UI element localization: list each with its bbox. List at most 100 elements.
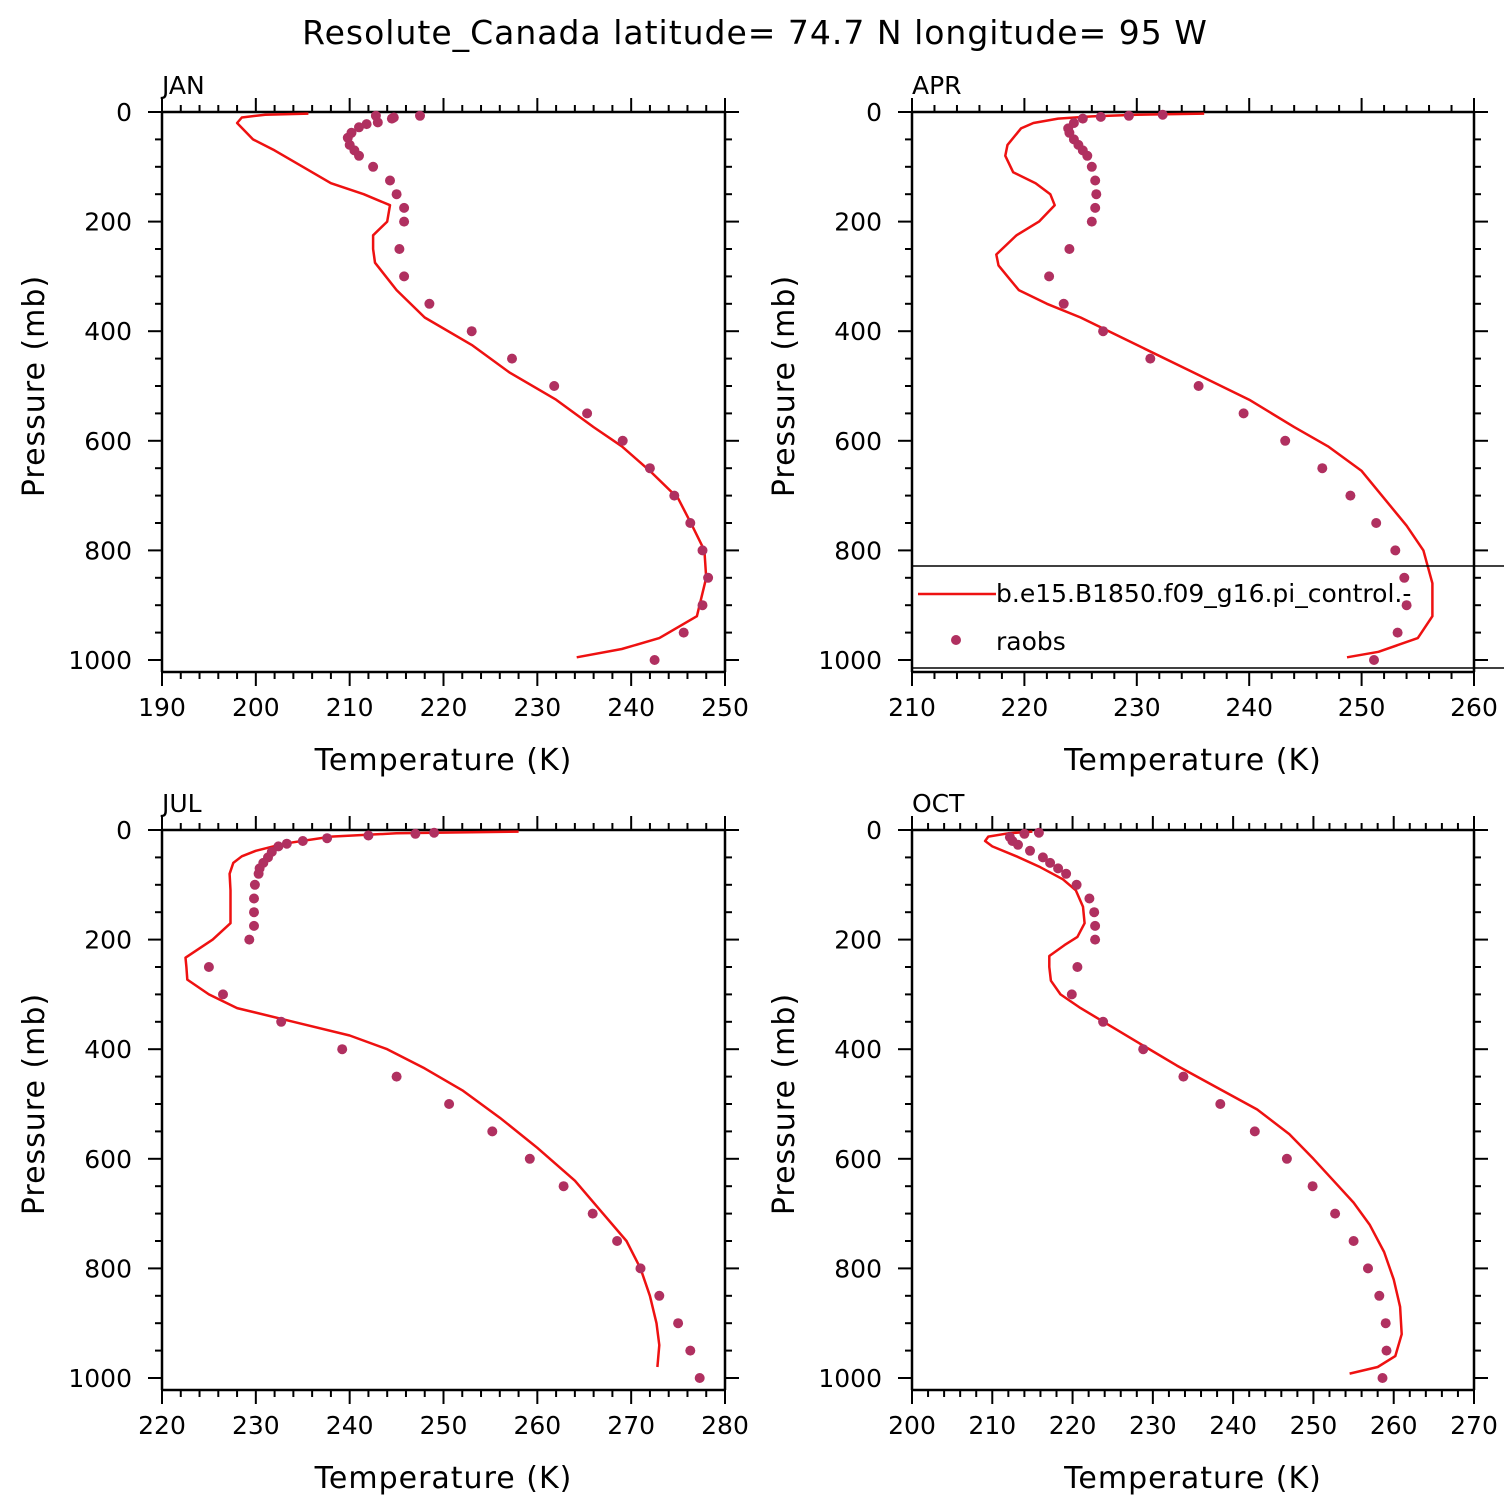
raobs-point	[703, 572, 714, 583]
raobs-point	[1082, 150, 1093, 161]
raobs-point	[385, 175, 395, 186]
raobs-point	[558, 1181, 569, 1192]
x-tick-label: 270	[1450, 1411, 1498, 1440]
legend-raobs-label: raobs	[996, 627, 1066, 656]
raobs-point	[424, 298, 435, 309]
raobs-point	[249, 907, 259, 918]
raobs-point	[549, 381, 560, 391]
x-axis-title: Temperature (K)	[314, 743, 573, 778]
raobs-point	[1053, 863, 1064, 874]
panels: JAN 190 200 210 220 230 240 250 0 200 400 600 800 100…	[17, 71, 1504, 1496]
raobs-point	[697, 545, 708, 556]
legend-dot-swatch	[951, 635, 961, 645]
y-tick-label: 0	[866, 816, 882, 845]
raobs-point	[1307, 1181, 1318, 1192]
raobs-point	[1363, 1263, 1373, 1274]
x-tick-label: 220	[420, 693, 468, 722]
y-tick-label: 400	[84, 317, 132, 346]
raobs-point	[1330, 1208, 1341, 1219]
x-tick-label: 260	[513, 1411, 561, 1440]
raobs-point	[1249, 1126, 1260, 1137]
raobs-point	[1157, 109, 1168, 120]
raobs-point	[368, 161, 379, 172]
y-tick-label: 200	[84, 208, 132, 237]
raobs-point	[507, 353, 517, 364]
model-profile-line	[235, 112, 708, 659]
raobs-point	[1178, 1071, 1189, 1082]
raobs-point	[644, 463, 655, 474]
x-tick-label: 210	[888, 693, 936, 722]
raobs-point	[399, 271, 410, 282]
raobs-point	[354, 122, 364, 133]
raobs-point	[363, 830, 374, 841]
y-tick-label: 0	[866, 98, 882, 127]
raobs-point	[669, 490, 680, 501]
raobs-point	[1090, 920, 1101, 931]
raobs-point	[218, 989, 228, 1000]
raobs-point	[1193, 381, 1204, 391]
y-tick-label: 200	[834, 926, 882, 955]
raobs-point	[1072, 962, 1083, 972]
y-tick-label: 600	[84, 1145, 132, 1174]
raobs-point	[1390, 545, 1401, 556]
raobs-point	[1077, 113, 1088, 124]
raobs-point	[1371, 518, 1382, 528]
raobs-point	[1138, 1044, 1149, 1055]
panel-label: JAN	[160, 71, 205, 100]
raobs-point	[1066, 989, 1077, 1000]
raobs-point	[1380, 1318, 1391, 1329]
panel-jan: JAN 190 200 210 220 230 240 250 0 200 400 600 800 100…	[17, 71, 749, 778]
raobs-point	[694, 1373, 705, 1383]
y-tick-label: 800	[834, 1254, 882, 1283]
raobs-point	[1215, 1099, 1226, 1109]
raobs-point	[1090, 202, 1101, 213]
raobs-point	[297, 836, 308, 846]
raobs-point	[1145, 353, 1156, 364]
raobs-point	[429, 827, 440, 838]
raobs-point	[617, 435, 628, 446]
x-tick-label: 200	[888, 1411, 936, 1440]
y-tick-label: 1000	[68, 646, 132, 675]
raobs-point	[1098, 1016, 1109, 1027]
y-tick-label: 800	[834, 536, 882, 565]
x-tick-label: 250	[1290, 1411, 1338, 1440]
x-tick-label: 230	[1129, 1411, 1177, 1440]
y-tick-label: 1000	[68, 1364, 132, 1393]
raobs-point	[1392, 627, 1403, 638]
raobs-point	[372, 117, 383, 128]
x-tick-label: 260	[1370, 1411, 1418, 1440]
x-tick-label: 210	[968, 1411, 1016, 1440]
raobs-point	[1089, 907, 1100, 918]
raobs-point	[1090, 934, 1101, 945]
raobs-point	[1033, 827, 1044, 838]
x-tick-label: 210	[326, 693, 374, 722]
y-tick-label: 0	[116, 98, 132, 127]
panel-oct: OCT 200 210 220 230 240 250 260 270 0 200 400 600 800…	[767, 789, 1498, 1496]
x-tick-label: 250	[420, 1411, 468, 1440]
x-tick-label: 240	[1225, 693, 1273, 722]
y-axis-title: Pressure (mb)	[767, 993, 802, 1215]
raobs-point	[394, 244, 405, 254]
x-tick-label: 190	[138, 693, 186, 722]
raobs-point	[685, 518, 696, 528]
raobs-point	[253, 868, 264, 879]
raobs-point	[1098, 326, 1109, 337]
raobs-point	[273, 841, 284, 852]
raobs-point	[1280, 435, 1291, 446]
x-axis-title: Temperature (K)	[1063, 1461, 1322, 1496]
raobs-point	[415, 110, 425, 121]
raobs-point	[1064, 244, 1075, 254]
raobs-point	[697, 600, 708, 611]
x-tick-label: 270	[607, 1411, 655, 1440]
raobs-point	[1037, 852, 1048, 863]
raobs-point	[487, 1126, 498, 1137]
x-tick-label: 280	[701, 1411, 749, 1440]
raobs-point	[1281, 1153, 1292, 1164]
raobs-point	[466, 326, 477, 337]
legend-model-label: b.e15.B1850.f09_g16.pi_control.-	[996, 579, 1411, 608]
panel-jul: JUL 220 230 240 250 260 270 280 0 200 400 600 800 100…	[17, 789, 749, 1496]
x-axis-title: Temperature (K)	[1063, 743, 1322, 778]
raobs-point	[1086, 161, 1097, 172]
raobs-point	[1369, 655, 1379, 665]
y-tick-label: 1000	[818, 646, 882, 675]
